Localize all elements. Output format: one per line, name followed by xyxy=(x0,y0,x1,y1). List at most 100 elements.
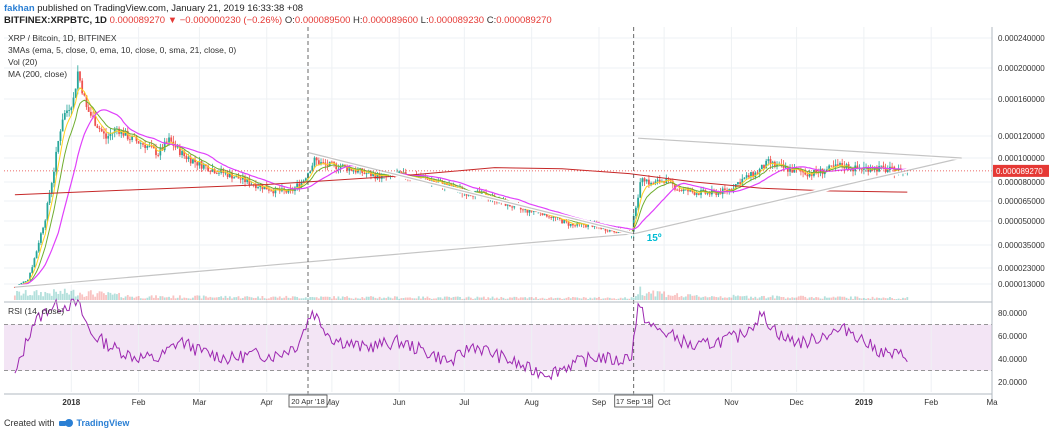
candle-body xyxy=(676,189,679,191)
volume-bar xyxy=(350,298,353,300)
volume-bar xyxy=(626,298,629,300)
study-ma200: MA (200, close) xyxy=(8,69,68,79)
candle-body xyxy=(207,165,210,172)
candle-body xyxy=(695,193,698,195)
candle-body xyxy=(852,169,854,172)
candle-body xyxy=(70,107,73,111)
candle-body xyxy=(298,183,301,187)
volume-bar xyxy=(639,286,642,300)
volume-bar xyxy=(493,298,496,300)
candle-body xyxy=(741,178,744,185)
candle-body xyxy=(202,164,205,169)
candle-body xyxy=(400,171,403,173)
candle-body xyxy=(758,168,761,174)
volume-bar xyxy=(569,298,572,300)
volume-bar xyxy=(233,297,236,300)
volume-bar xyxy=(31,295,34,300)
candle-body xyxy=(53,171,55,184)
candle-body xyxy=(615,232,618,234)
candle-body xyxy=(194,159,196,163)
candle-body xyxy=(29,272,31,280)
candle-body xyxy=(224,172,227,174)
time-tick-label: Ma xyxy=(986,398,998,407)
volume-bar xyxy=(897,298,900,300)
created-with-text: Created with xyxy=(4,418,55,428)
volume-bar xyxy=(415,298,418,300)
close-label: C: xyxy=(486,15,497,26)
candle-body xyxy=(304,178,307,181)
volume-bar xyxy=(550,297,553,300)
candle-body xyxy=(789,168,791,172)
volume-bar xyxy=(834,297,837,300)
price-tick-label: 0.000080000 xyxy=(998,178,1045,187)
candle-body xyxy=(24,281,27,282)
candle-body xyxy=(118,128,120,134)
candle-body xyxy=(317,160,320,165)
volume-bar xyxy=(461,298,464,300)
candle-body xyxy=(92,115,94,117)
volume-bar xyxy=(784,298,787,300)
volume-bar xyxy=(398,298,401,300)
candle-body xyxy=(585,225,587,227)
volume-bar xyxy=(765,298,768,300)
volume-bar xyxy=(287,297,290,300)
volume-bar xyxy=(218,297,220,300)
volume-bar xyxy=(443,296,446,300)
study-rsi: RSI (14, close) xyxy=(8,306,65,316)
volume-bar xyxy=(174,298,177,300)
candle-body xyxy=(548,216,550,218)
volume-bar xyxy=(126,295,129,300)
author-name[interactable]: fakhan xyxy=(4,3,35,14)
volume-bar xyxy=(582,297,585,300)
volume-bar xyxy=(357,298,359,300)
time-tick-label: 2019 xyxy=(855,398,873,407)
volume-bar xyxy=(704,296,707,300)
volume-bar xyxy=(689,294,692,300)
ema10-line xyxy=(14,99,908,288)
volume-bar xyxy=(439,297,442,300)
symbol-label: BITFINEX:XRPBTC, 1D xyxy=(4,15,107,26)
candle-body xyxy=(192,159,194,164)
candle-body xyxy=(791,168,794,173)
candle-body xyxy=(181,151,183,156)
candle-body xyxy=(745,175,748,178)
volume-bar xyxy=(124,296,127,300)
candle-body xyxy=(315,157,318,161)
volume-bar xyxy=(133,297,136,300)
candle-body xyxy=(320,162,322,165)
volume-bar xyxy=(619,297,622,300)
candle-body xyxy=(485,192,487,198)
time-tick-label: Aug xyxy=(525,398,539,407)
volume-bar xyxy=(480,297,483,300)
volume-bar xyxy=(441,298,444,300)
candle-body xyxy=(137,141,140,144)
candle-body xyxy=(98,127,101,129)
volume-bar xyxy=(265,298,268,300)
price-tick-label: 0.000120000 xyxy=(998,132,1045,141)
volume-bar xyxy=(819,298,822,300)
candle-body xyxy=(776,164,778,167)
volume-bar xyxy=(836,296,839,300)
volume-bar xyxy=(98,291,101,300)
volume-bar xyxy=(378,296,381,300)
volume-bar xyxy=(810,296,813,300)
volume-bar xyxy=(313,297,316,300)
volume-bar xyxy=(728,297,731,300)
volume-bar xyxy=(726,297,728,300)
trendline-halo xyxy=(633,156,963,236)
volume-bar xyxy=(871,296,874,300)
volume-bar xyxy=(658,291,661,300)
candle-body xyxy=(159,147,162,156)
candle-body xyxy=(541,212,544,216)
volume-bar xyxy=(708,297,711,300)
price-tick-label: 0.000100000 xyxy=(998,154,1045,163)
tradingview-link[interactable]: TradingView xyxy=(76,418,130,428)
candle-body xyxy=(528,208,531,213)
volume-bar xyxy=(806,298,809,300)
volume-bar xyxy=(760,296,763,300)
volume-bar xyxy=(137,296,140,300)
volume-bar xyxy=(876,297,878,300)
volume-bar xyxy=(200,298,203,300)
candle-body xyxy=(574,225,576,227)
